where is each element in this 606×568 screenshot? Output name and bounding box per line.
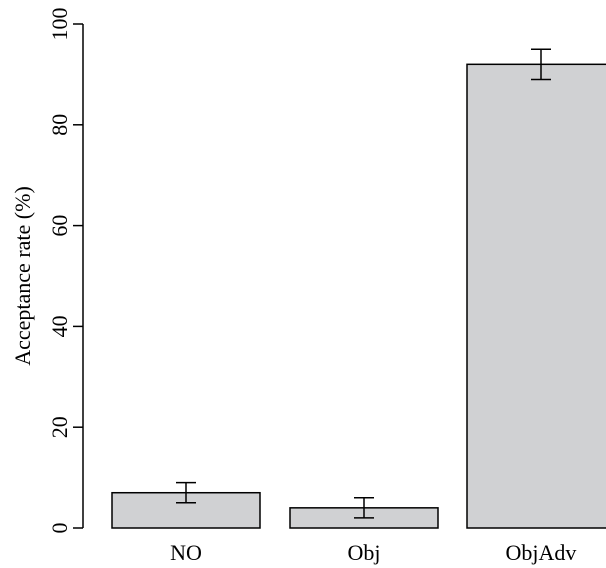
y-tick-label-0: 0 xyxy=(47,523,72,534)
y-axis-title: Acceptance rate (%) xyxy=(10,186,35,366)
y-tick-label-40: 40 xyxy=(47,315,72,337)
x-axis-labels: NO Obj ObjAdv xyxy=(170,540,576,565)
y-tick-label-20: 20 xyxy=(47,416,72,438)
x-tick-label-obj: Obj xyxy=(348,540,381,565)
y-tick-label-100: 100 xyxy=(47,8,72,41)
error-bars xyxy=(176,48,551,519)
y-axis: 0 20 40 60 80 100 xyxy=(47,8,84,534)
x-tick-label-no: NO xyxy=(170,540,202,565)
bars xyxy=(111,63,606,529)
y-tick-label-80: 80 xyxy=(47,114,72,136)
bar-objadv xyxy=(466,63,606,529)
x-tick-label-objadv: ObjAdv xyxy=(506,540,577,565)
y-tick-label-60: 60 xyxy=(47,215,72,237)
